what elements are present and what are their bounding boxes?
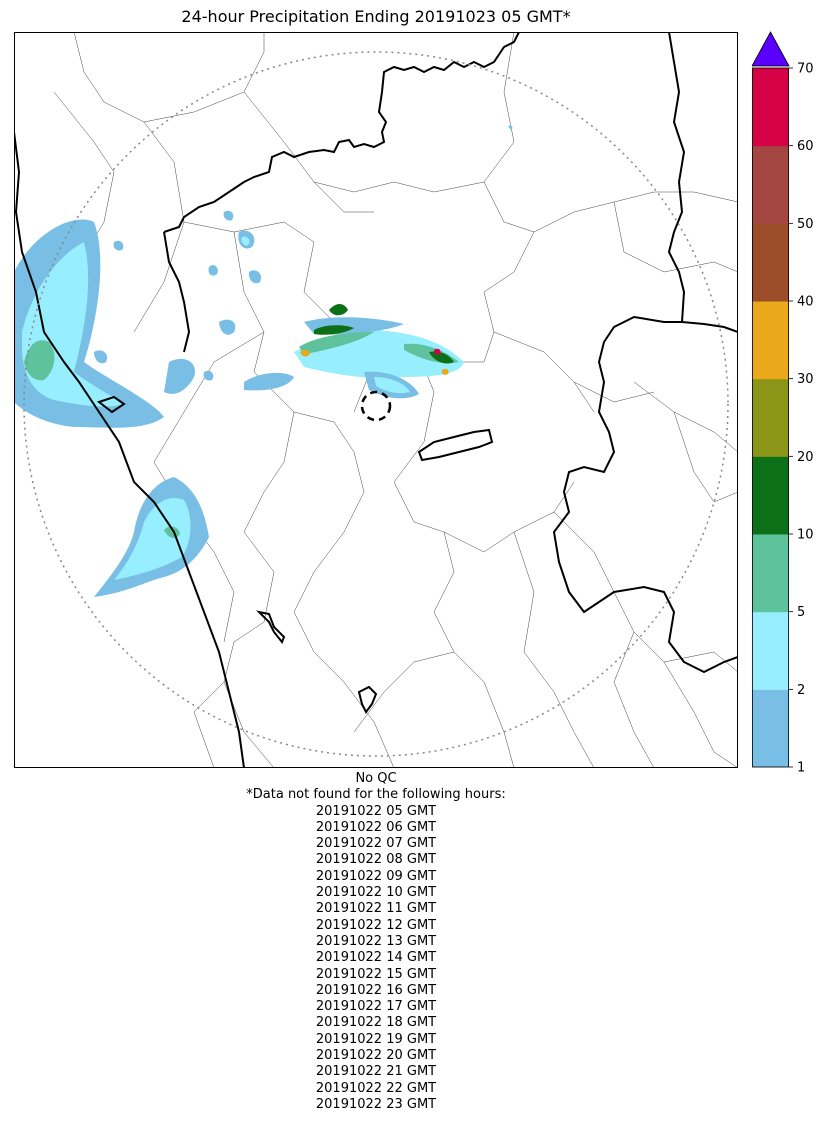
colorbar-band xyxy=(752,145,789,224)
colorbar-band xyxy=(752,689,789,768)
missing-hour-item: 20191022 19 GMT xyxy=(315,1031,437,1047)
missing-hour-item: 20191022 05 GMT xyxy=(315,803,437,819)
colorbar-band xyxy=(752,223,789,302)
map-canvas xyxy=(14,32,738,768)
map-title: 24-hour Precipitation Ending 20191023 05… xyxy=(181,7,571,26)
colorbar-tick-label: 10 xyxy=(797,528,814,543)
missing-hour-item: 20191022 17 GMT xyxy=(315,999,437,1015)
radar-range-ring xyxy=(23,51,729,757)
missing-hour-item: 20191022 11 GMT xyxy=(315,901,437,917)
missing-hour-item: 20191022 22 GMT xyxy=(315,1080,437,1096)
colorbar-tick-label: 60 xyxy=(797,139,814,154)
colorbar-tick-label: 30 xyxy=(797,372,814,387)
missing-hour-item: 20191022 10 GMT xyxy=(315,885,437,901)
missing-hour-item: 20191022 23 GMT xyxy=(315,1096,437,1112)
missing-hour-item: 20191022 09 GMT xyxy=(315,868,437,884)
colorbar-tick-label: 20 xyxy=(797,450,814,465)
missing-hour-item: 20191022 20 GMT xyxy=(315,1048,437,1064)
missing-hour-item: 20191022 06 GMT xyxy=(315,819,437,835)
qc-status: No QC xyxy=(355,771,397,786)
missing-hour-item: 20191022 18 GMT xyxy=(315,1015,437,1031)
missing-hour-item: 20191022 14 GMT xyxy=(315,950,437,966)
colorbar-tick-label: 2 xyxy=(797,683,805,698)
footer-notes: No QC *Data not found for the following … xyxy=(14,771,738,1113)
precipitation-map xyxy=(14,32,738,768)
missing-hour-item: 20191022 13 GMT xyxy=(315,933,437,949)
missing-hour-item: 20191022 08 GMT xyxy=(315,852,437,868)
colorbar-extend-triangle xyxy=(751,31,790,67)
colorbar-band xyxy=(752,534,789,613)
colorbar-band xyxy=(752,611,789,690)
colorbar-band xyxy=(752,301,789,380)
colorbar-canvas: 1 2 5 10 20 30 40 50 60 70 xyxy=(751,31,814,776)
map-frame xyxy=(14,32,738,768)
missing-hour-item: 20191022 12 GMT xyxy=(315,917,437,933)
colorbar-frame xyxy=(752,67,789,768)
colorbar-band xyxy=(752,456,789,535)
state-boundaries xyxy=(14,32,738,768)
missing-hour-item: 20191022 21 GMT xyxy=(315,1064,437,1080)
missing-data-note: *Data not found for the following hours: xyxy=(246,787,506,803)
missing-hour-item: 20191022 07 GMT xyxy=(315,836,437,852)
radar-site-marker xyxy=(360,390,392,422)
colorbar-tick-label: 50 xyxy=(797,217,814,232)
colorbar-band xyxy=(752,68,789,147)
missing-hours-list: 20191022 05 GMT 20191022 06 GMT 20191022 0… xyxy=(14,804,738,1114)
colorbar-tick-label: 1 xyxy=(797,761,805,776)
colorbar-tick-label: 40 xyxy=(797,295,814,310)
precipitation-field xyxy=(14,125,513,597)
colorbar-tick-label: 5 xyxy=(797,605,805,620)
colorbar-band xyxy=(752,378,789,457)
colorbar-tick-label: 70 xyxy=(797,62,814,77)
missing-hour-item: 20191022 15 GMT xyxy=(315,966,437,982)
missing-hour-item: 20191022 16 GMT xyxy=(315,982,437,998)
colorbar: 1 2 5 10 20 30 40 50 60 70 xyxy=(751,28,825,776)
